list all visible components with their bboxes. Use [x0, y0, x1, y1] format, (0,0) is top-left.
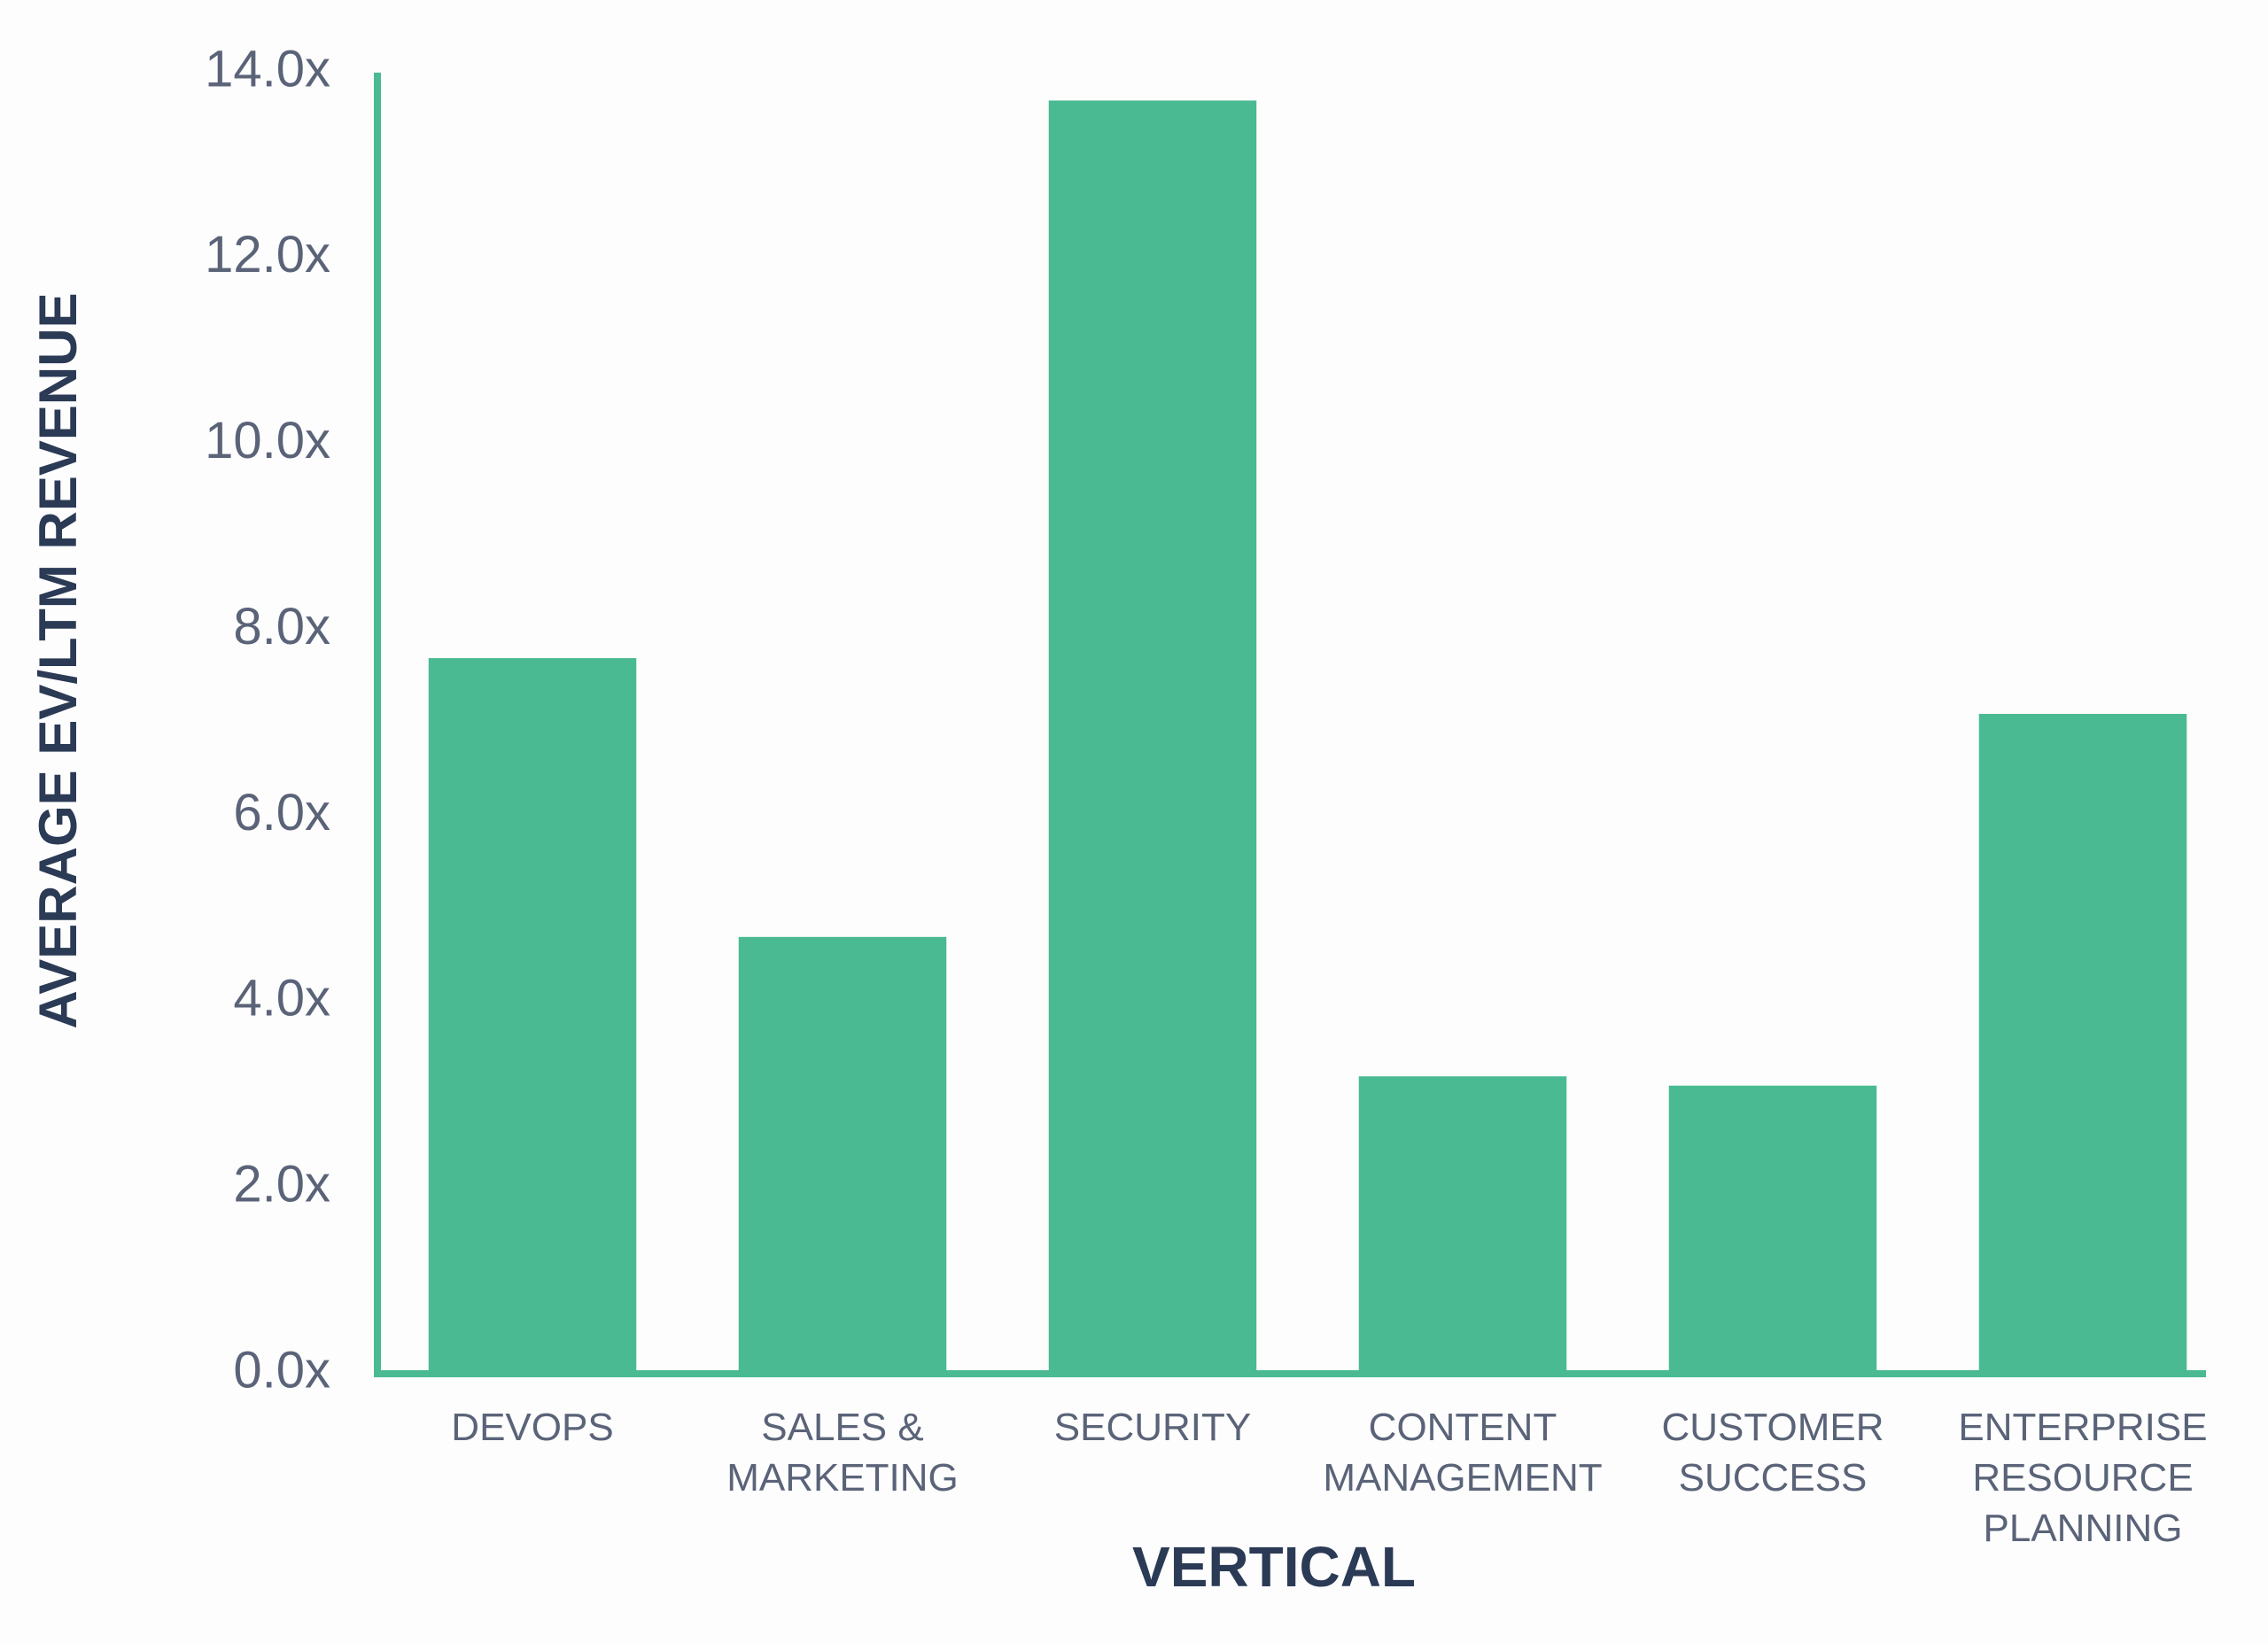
- bar: [1978, 714, 2187, 1374]
- bar: [1358, 1076, 1567, 1374]
- x-tick-label: CONTENT MANAGEMENT: [1323, 1406, 1603, 1500]
- x-tick-label: CUSTOMER SUCCESS: [1661, 1406, 1884, 1500]
- y-tick-label: 10.0x: [205, 412, 330, 469]
- x-axis-title: VERTICAL: [1132, 1535, 1416, 1599]
- bar: [428, 658, 637, 1374]
- y-axis-title: AVERAGE EV/LTM REVENUE: [28, 292, 88, 1028]
- y-tick-label: 6.0x: [233, 784, 330, 841]
- x-tick-label: ENTERPRISE RESOURCE PLANNING: [1958, 1406, 2208, 1550]
- bar: [1668, 1085, 1877, 1374]
- y-tick-label: 2.0x: [233, 1155, 330, 1213]
- x-tick-label: SALES & MARKETING: [726, 1406, 959, 1500]
- y-tick-label: 14.0x: [205, 40, 330, 97]
- y-tick-label: 0.0x: [233, 1341, 330, 1399]
- x-tick-label: SECURITY: [1053, 1406, 1252, 1449]
- bar: [738, 936, 947, 1374]
- y-tick-label: 12.0x: [205, 226, 330, 283]
- y-tick-label: 4.0x: [233, 970, 330, 1027]
- x-tick-label: DEVOPS: [451, 1406, 614, 1449]
- bar: [1048, 100, 1257, 1375]
- y-tick-label: 8.0x: [233, 598, 330, 655]
